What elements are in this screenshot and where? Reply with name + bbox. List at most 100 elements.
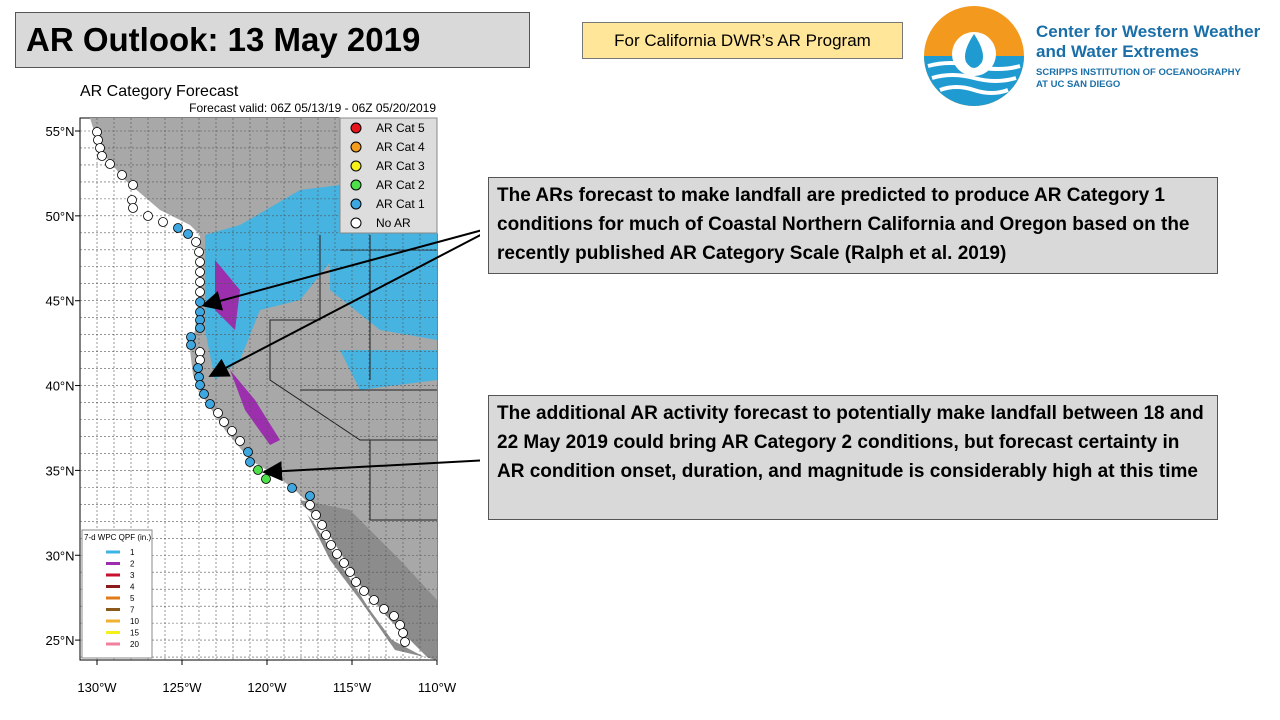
lon-label: 125°W [162, 680, 202, 695]
lon-label: 115°W [333, 680, 372, 695]
lat-label: 30°N [45, 548, 74, 563]
qpf-legend-box [81, 529, 153, 659]
coast-point [227, 426, 237, 436]
lat-label: 50°N [45, 209, 74, 224]
coast-point [93, 135, 103, 145]
lon-label: 110°W [418, 680, 457, 695]
coast-point [317, 520, 327, 530]
legend-marker [350, 122, 362, 134]
coast-point [158, 217, 168, 227]
coast-point [173, 223, 183, 233]
coast-point [195, 267, 205, 277]
coast-point [369, 595, 379, 605]
coast-point [195, 355, 205, 365]
lon-label: 130°W [77, 680, 117, 695]
qpf-legend-label: 4 [130, 583, 135, 592]
coast-point [345, 567, 355, 577]
slide-title: AR Outlook: 13 May 2019 [15, 12, 530, 68]
coast-point [400, 637, 410, 647]
coast-point [95, 143, 105, 153]
coast-point [195, 277, 205, 287]
coast-point [194, 372, 204, 382]
callout-arrow [262, 459, 480, 482]
logo: Center for Western Weather and Water Ext… [924, 6, 1261, 106]
coast-point [195, 380, 205, 390]
qpf-area [205, 185, 437, 390]
coast-point [261, 474, 271, 484]
coast-point [311, 510, 321, 520]
qpf-legend-label: 15 [130, 629, 139, 638]
qpf-area [215, 260, 280, 445]
logo-sub: AT UC SAN DIEGO [1036, 79, 1120, 90]
qpf-legend-label: 7 [130, 606, 135, 615]
legend-label: AR Cat 3 [376, 159, 425, 173]
legend-label: AR Cat 5 [376, 121, 425, 135]
lon-label: 120°W [247, 680, 287, 695]
coast-point [213, 408, 223, 418]
coast-point [186, 340, 196, 350]
logo-name: Center for Western Weather [1036, 22, 1261, 41]
logo-sub: SCRIPPS INSTITUTION OF OCEANOGRAPHY [1036, 67, 1241, 78]
coast-point [194, 247, 204, 257]
legend-marker [350, 179, 362, 191]
coast-point [287, 483, 297, 493]
coast-point [305, 500, 315, 510]
legend-label: AR Cat 2 [376, 178, 425, 192]
coast-point [245, 457, 255, 467]
coast-point [205, 399, 215, 409]
coast-point [351, 577, 361, 587]
coast-point [339, 558, 349, 568]
qpf-legend-title: 7-d WPC QPF (in.) [84, 533, 151, 542]
legend-marker [350, 198, 362, 210]
lat-label: 35°N [45, 463, 74, 478]
callout-arrow [208, 234, 480, 377]
coast-point [332, 549, 342, 559]
coast-point [128, 180, 138, 190]
coast-point [195, 257, 205, 267]
program-tag: For California DWR’s AR Program [582, 22, 903, 59]
qpf-legend-label: 10 [130, 617, 139, 626]
coast-point [389, 611, 399, 621]
coast-point [127, 195, 137, 205]
map-title: AR Category Forecast [80, 83, 239, 100]
borders [269, 235, 437, 521]
qpf-legend-label: 1 [130, 548, 135, 557]
map-subtitle: Forecast valid: 06Z 05/13/19 - 06Z 05/20… [189, 101, 436, 115]
coast-point [321, 530, 331, 540]
coast-point [183, 229, 193, 239]
lat-label: 45°N [45, 294, 74, 309]
lat-label: 25°N [45, 633, 74, 648]
coast-point [305, 491, 315, 501]
coast-point [359, 586, 369, 596]
legend-marker [350, 141, 362, 153]
legend-label: AR Cat 4 [376, 140, 425, 154]
coast-point [128, 203, 138, 213]
coast-point [195, 297, 205, 307]
coast-point [235, 436, 245, 446]
legend-marker [350, 217, 362, 229]
coast-point [97, 151, 107, 161]
legend-label: AR Cat 1 [376, 197, 425, 211]
coast-point [253, 465, 263, 475]
legend-label: No AR [376, 216, 411, 230]
map: AR Category Forecast Forecast valid: 06Z… [45, 83, 480, 695]
coast-point [243, 447, 253, 457]
coast-point [398, 628, 408, 638]
coast-point [193, 363, 203, 373]
coast-point [117, 170, 127, 180]
coast-point [199, 389, 209, 399]
legend-marker [350, 160, 362, 172]
callout: The additional AR activity forecast to p… [488, 395, 1218, 520]
coast-point [105, 159, 115, 169]
logo-name: and Water Extremes [1036, 42, 1199, 61]
qpf-legend-label: 2 [130, 560, 135, 569]
qpf-legend-label: 3 [130, 571, 135, 580]
logo-drop [965, 34, 983, 68]
coast-point [92, 127, 102, 137]
coast-point [191, 237, 201, 247]
coast-point [195, 287, 205, 297]
lat-label: 55°N [45, 124, 74, 139]
coast-point [326, 540, 336, 550]
coast-point [219, 417, 229, 427]
